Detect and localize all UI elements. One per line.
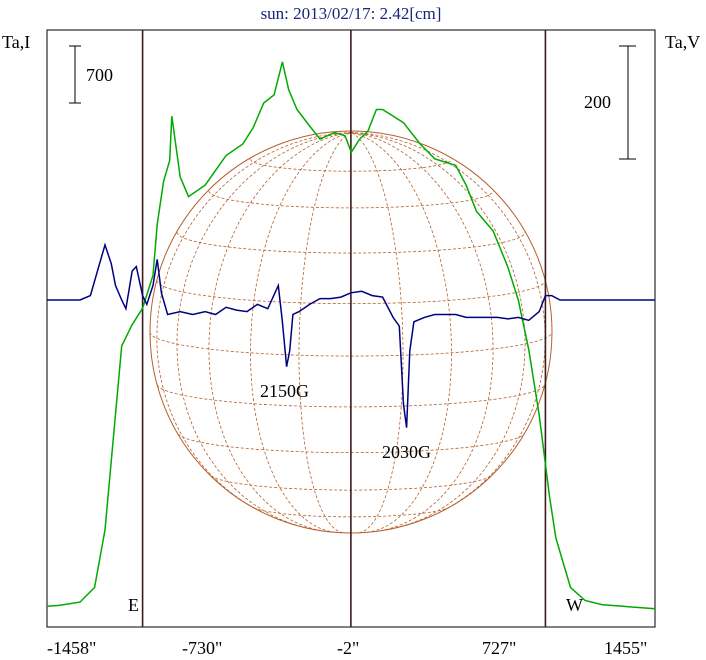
series-V-line <box>47 242 655 428</box>
annotation-2030g: 2030G <box>382 442 431 462</box>
longitude-line <box>350 132 452 533</box>
x-tick-label: 1455" <box>604 638 647 658</box>
reference-lines <box>141 30 547 627</box>
limb-label-east: E <box>128 595 139 615</box>
x-tick-label: -2" <box>337 638 359 658</box>
right-axis-label: Ta,V <box>665 32 700 52</box>
longitude-line <box>350 132 404 534</box>
scale-bar-right-label: 200 <box>584 92 611 112</box>
longitude-line <box>250 132 352 533</box>
scale-bar-right <box>619 45 636 160</box>
scale-bar-left <box>69 45 81 104</box>
x-tick-label: -1458" <box>47 638 96 658</box>
longitude-line <box>350 132 526 529</box>
limb-label-west: W <box>566 595 583 615</box>
longitude-line <box>208 132 352 532</box>
x-tick-label: 727" <box>482 638 516 658</box>
left-axis-label: Ta,I <box>2 32 30 52</box>
longitude-line <box>156 132 352 513</box>
longitude-line <box>350 132 494 532</box>
latitude-line <box>156 280 546 304</box>
x-tick-label: -730" <box>182 638 222 658</box>
longitude-line <box>176 132 352 529</box>
longitude-line <box>350 132 546 513</box>
longitude-line <box>298 132 352 534</box>
series-I-line <box>46 61 656 610</box>
chart-title: sun: 2013/02/17: 2.42[cm] <box>261 4 442 23</box>
annotation-2150g: 2150G <box>260 381 309 401</box>
scale-bar-left-label: 700 <box>86 65 113 85</box>
